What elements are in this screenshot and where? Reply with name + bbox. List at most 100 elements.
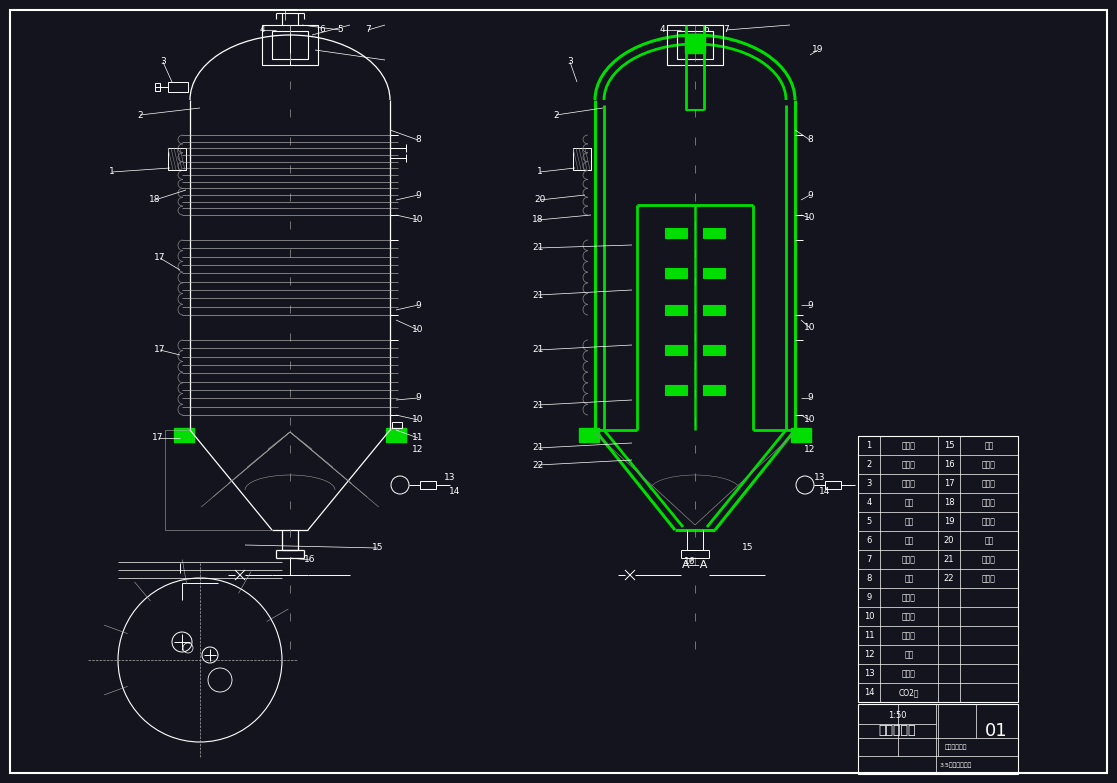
Text: 12: 12: [412, 446, 423, 454]
Text: 14: 14: [863, 688, 875, 697]
Text: 排液管: 排液管: [903, 669, 916, 678]
Text: 16: 16: [304, 555, 316, 565]
Text: 11: 11: [412, 434, 423, 442]
Bar: [579, 428, 599, 442]
Text: 10: 10: [863, 612, 875, 621]
Bar: [665, 305, 687, 315]
Text: 大样框: 大样框: [903, 631, 916, 640]
Text: 21: 21: [944, 555, 954, 564]
Text: 6: 6: [867, 536, 871, 545]
Text: 22: 22: [944, 574, 954, 583]
Text: 21: 21: [533, 290, 544, 300]
Bar: [858, 704, 1018, 774]
Text: 10: 10: [412, 416, 423, 424]
Text: 视镜灯: 视镜灯: [982, 498, 996, 507]
Text: 17: 17: [944, 479, 954, 488]
Text: 5: 5: [867, 517, 871, 526]
Text: 18: 18: [944, 498, 954, 507]
Text: 封头: 封头: [905, 574, 914, 583]
Text: 3.5万吨啤酒锥形: 3.5万吨啤酒锥形: [939, 762, 972, 768]
Bar: [573, 148, 591, 170]
Text: 17: 17: [152, 434, 164, 442]
Text: 洗涤球: 洗涤球: [903, 479, 916, 488]
Text: 15: 15: [372, 543, 384, 553]
Text: 发酵罐流程图: 发酵罐流程图: [945, 744, 967, 750]
Text: 保温层: 保温层: [903, 441, 916, 450]
Text: 12: 12: [863, 650, 875, 659]
Text: 地脚: 地脚: [905, 650, 914, 659]
Text: 4: 4: [259, 26, 265, 34]
Text: 8: 8: [867, 574, 871, 583]
Bar: [703, 228, 725, 238]
Text: 冷却二: 冷却二: [903, 612, 916, 621]
Text: 4: 4: [867, 498, 871, 507]
Text: 冷却带: 冷却带: [982, 479, 996, 488]
Bar: [825, 481, 841, 489]
Text: 4: 4: [659, 26, 665, 34]
Text: 13: 13: [814, 474, 825, 482]
Text: 分流环: 分流环: [982, 555, 996, 564]
Text: 3: 3: [160, 57, 166, 67]
Text: 1: 1: [867, 441, 871, 450]
Text: 9: 9: [416, 190, 421, 200]
Text: 14: 14: [819, 488, 831, 496]
Text: 啤酒发酵罐: 啤酒发酵罐: [878, 724, 916, 738]
Text: 3: 3: [567, 57, 573, 67]
Bar: [168, 148, 187, 170]
Text: 液位: 液位: [905, 517, 914, 526]
Text: 21: 21: [533, 400, 544, 410]
Bar: [174, 428, 194, 442]
Text: 19: 19: [944, 517, 954, 526]
Text: 排污管: 排污管: [982, 460, 996, 469]
Text: 10: 10: [412, 215, 423, 225]
Text: 裙座: 裙座: [984, 441, 994, 450]
Text: 21: 21: [533, 443, 544, 453]
Text: 21: 21: [533, 244, 544, 252]
Text: 7: 7: [723, 26, 729, 34]
Text: 1: 1: [537, 168, 543, 176]
Text: 15: 15: [743, 543, 754, 553]
Bar: [791, 428, 811, 442]
Text: 7: 7: [867, 555, 871, 564]
Text: 补料口: 补料口: [903, 555, 916, 564]
Bar: [677, 31, 713, 59]
Bar: [685, 35, 705, 53]
Text: 16: 16: [685, 557, 696, 566]
Text: 10: 10: [804, 214, 815, 222]
Text: 21: 21: [533, 345, 544, 355]
Text: 10: 10: [804, 323, 815, 333]
Bar: [703, 385, 725, 395]
Text: 1: 1: [109, 168, 115, 176]
Text: 15: 15: [944, 441, 954, 450]
Text: 喷水环: 喷水环: [982, 574, 996, 583]
Text: 顶平: 顶平: [984, 536, 994, 545]
Text: 19: 19: [812, 45, 823, 55]
Text: 2: 2: [867, 460, 871, 469]
Text: 3: 3: [867, 479, 871, 488]
Text: 7: 7: [365, 26, 371, 34]
Text: 16: 16: [944, 460, 954, 469]
Text: 压力表: 压力表: [982, 517, 996, 526]
Text: 11: 11: [863, 631, 875, 640]
Text: 6: 6: [703, 26, 709, 34]
Bar: [392, 422, 402, 428]
Text: 12: 12: [804, 446, 815, 454]
Bar: [703, 345, 725, 355]
Bar: [273, 31, 308, 59]
Text: 14: 14: [449, 488, 460, 496]
Text: 9: 9: [808, 394, 813, 402]
Text: 人孔: 人孔: [905, 498, 914, 507]
Text: 8: 8: [808, 135, 813, 145]
Bar: [262, 25, 318, 65]
Text: 20: 20: [534, 196, 546, 204]
Text: 13: 13: [863, 669, 875, 678]
Text: 2: 2: [553, 110, 558, 120]
Text: 5: 5: [337, 26, 343, 34]
Text: 2: 2: [137, 110, 143, 120]
Text: 17: 17: [154, 345, 165, 355]
Bar: [703, 268, 725, 278]
Text: 顶封头: 顶封头: [903, 460, 916, 469]
Text: 9: 9: [867, 593, 871, 602]
Bar: [665, 228, 687, 238]
Text: 17: 17: [154, 254, 165, 262]
